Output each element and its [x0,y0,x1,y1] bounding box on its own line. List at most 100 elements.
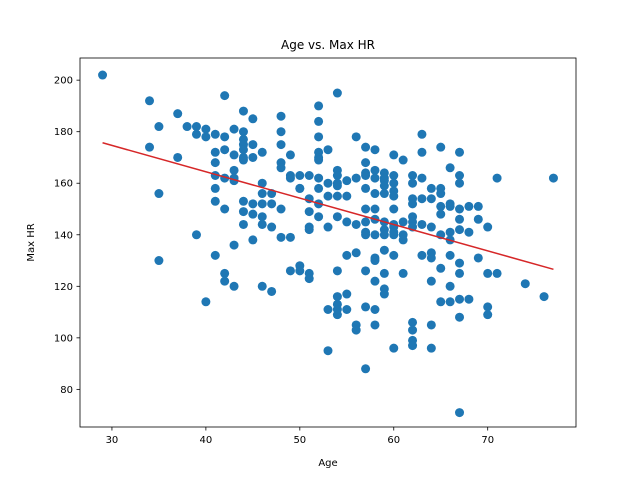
data-point [389,250,399,260]
data-point [98,70,108,80]
data-point [455,408,465,418]
data-point [229,165,239,175]
x-tick-label: 40 [200,435,213,446]
chart-title: Age vs. Max HR [281,38,375,52]
data-point [220,145,230,155]
data-point [483,310,493,320]
data-point [342,250,352,260]
fit-layer [102,142,554,271]
data-point [182,122,192,132]
data-point [361,204,371,214]
x-tick-label: 60 [387,435,400,446]
data-point [295,183,305,193]
data-point [257,147,267,157]
data-point [314,132,324,142]
y-tick-label: 140 [54,230,73,241]
data-point [145,96,155,106]
data-point [379,245,389,255]
data-point [389,178,399,188]
data-point [455,225,465,235]
x-axis: 30 40 50 60 70 [106,427,494,446]
data-point [191,122,201,132]
x-tick-label: 50 [293,435,306,446]
data-point [295,266,305,276]
data-point [408,199,418,209]
x-axis-label: Age [318,458,337,469]
data-point [417,194,427,204]
data-point [455,214,465,224]
data-point [323,191,333,201]
data-point [238,207,248,217]
data-point [173,152,183,162]
data-point [210,158,220,168]
data-point [361,158,371,168]
data-point [370,145,380,155]
x-tick-label: 70 [481,435,494,446]
data-point [455,147,465,157]
data-point [398,268,408,278]
data-point [455,268,465,278]
data-point [370,189,380,199]
y-axis-label: Max HR [26,223,37,261]
data-point [332,266,342,276]
data-point [323,145,333,155]
data-point [314,173,324,183]
data-point [445,297,455,307]
data-point [455,204,465,214]
data-point [285,232,295,242]
data-point [276,127,286,137]
data-point [548,173,558,183]
data-point [229,281,239,291]
data-point [276,204,286,214]
data-point [351,219,361,229]
data-point [342,191,352,201]
data-point [257,281,267,291]
data-point [436,189,446,199]
data-point [210,250,220,260]
data-point [238,106,248,116]
data-point [370,256,380,266]
plot-frame [79,57,577,428]
data-point [426,183,436,193]
data-point [379,189,389,199]
data-point [154,256,164,266]
data-point [220,91,230,101]
points-layer [98,70,558,418]
data-point [436,297,446,307]
data-point [201,132,211,142]
data-point [398,217,408,227]
data-point [154,122,164,132]
data-point [408,171,418,180]
data-point [426,320,436,330]
data-point [229,124,239,134]
data-point [389,150,399,160]
data-point [267,222,277,232]
data-point [342,176,352,186]
data-point [408,325,418,335]
data-point [483,302,493,312]
data-point [285,173,295,183]
x-tick-label: 30 [106,435,119,446]
data-point [398,155,408,165]
data-point [248,199,258,209]
data-point [304,225,314,235]
data-point [455,178,465,188]
data-point [285,150,295,160]
data-point [361,142,371,152]
data-point [417,250,427,260]
data-point [238,155,248,165]
data-point [351,325,361,335]
data-point [201,297,211,307]
data-point [464,227,474,237]
data-point [276,140,286,150]
data-point [520,279,530,289]
data-point [332,305,342,314]
y-tick-label: 180 [54,127,73,138]
data-point [238,145,248,155]
data-point [361,171,371,180]
data-point [436,209,446,219]
data-point [389,191,399,201]
data-point [248,114,258,124]
